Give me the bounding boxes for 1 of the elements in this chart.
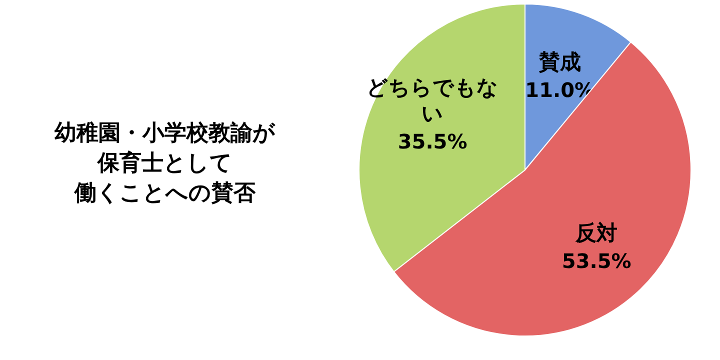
title: 幼稚園・小学校教諭が保育士として働くことへの賛否 [54,121,276,206]
